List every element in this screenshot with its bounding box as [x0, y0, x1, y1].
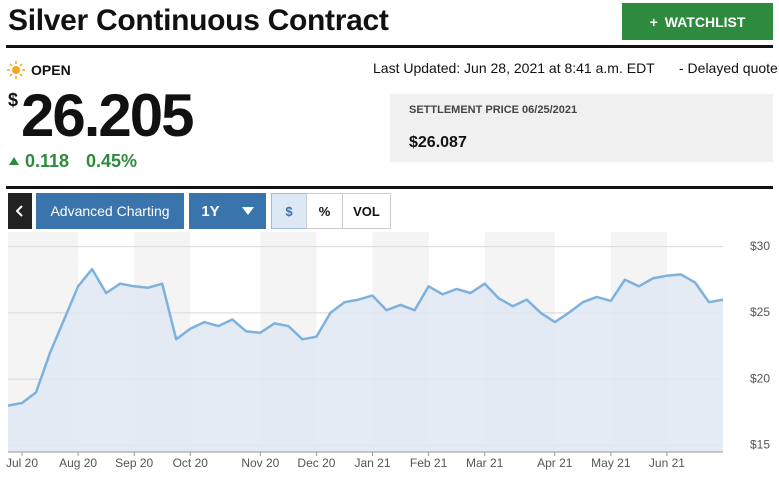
settlement-label: SETTLEMENT PRICE 06/25/2021: [409, 104, 578, 116]
x-tick-label: Apr 21: [537, 456, 573, 470]
x-tick-label: Jan 21: [354, 456, 390, 470]
x-tick-label: Oct 20: [173, 456, 209, 470]
x-tick-label: Nov 20: [241, 456, 279, 470]
page-title: Silver Continuous Contract: [8, 4, 389, 37]
dollar-button[interactable]: $: [271, 193, 307, 229]
price: 26.205: [21, 82, 195, 149]
volume-button[interactable]: VOL: [342, 193, 391, 229]
x-tick-label: Aug 20: [59, 456, 97, 470]
percent-button[interactable]: %: [306, 193, 343, 229]
plus-icon: +: [649, 13, 658, 30]
divider: [6, 45, 773, 48]
x-tick-label: Jun 21: [649, 456, 685, 470]
watchlist-button[interactable]: + WATCHLIST: [622, 3, 773, 40]
up-arrow: [9, 157, 19, 165]
advanced-charting-button[interactable]: Advanced Charting: [36, 193, 184, 229]
delay-note: - Delayed quote: [679, 60, 778, 76]
x-tick-label: Feb 21: [410, 456, 448, 470]
x-tick-label: Dec 20: [297, 456, 335, 470]
range-label: 1Y: [201, 202, 220, 220]
y-tick-label: $30: [750, 239, 770, 253]
y-tick-label: $15: [750, 438, 770, 452]
divider: [6, 186, 773, 189]
last-updated: Last Updated: Jun 28, 2021 at 8:41 a.m. …: [373, 60, 655, 76]
settlement-value: $26.087: [409, 134, 467, 151]
sun-icon: [7, 61, 25, 79]
x-tick-label: Sep 20: [115, 456, 153, 470]
settlement-box: SETTLEMENT PRICE 06/25/2021 $26.087: [390, 94, 773, 162]
back-button[interactable]: [8, 193, 32, 229]
market-status: OPEN: [31, 62, 71, 78]
x-tick-label: May 21: [591, 456, 631, 470]
x-tick-label: Jul 20: [6, 456, 38, 470]
watchlist-label: WATCHLIST: [664, 13, 746, 30]
price-line: [7, 267, 724, 407]
y-tick-label: $25: [750, 305, 770, 319]
x-tick-label: Mar 21: [466, 456, 504, 470]
price-change: 0.118: [25, 151, 70, 171]
y-tick-label: $20: [750, 371, 770, 385]
area-fill: [8, 269, 723, 452]
price-change-percent: 0.45%: [86, 151, 138, 171]
currency-symbol: $: [8, 90, 19, 110]
range-dropdown[interactable]: 1Y: [189, 193, 266, 229]
